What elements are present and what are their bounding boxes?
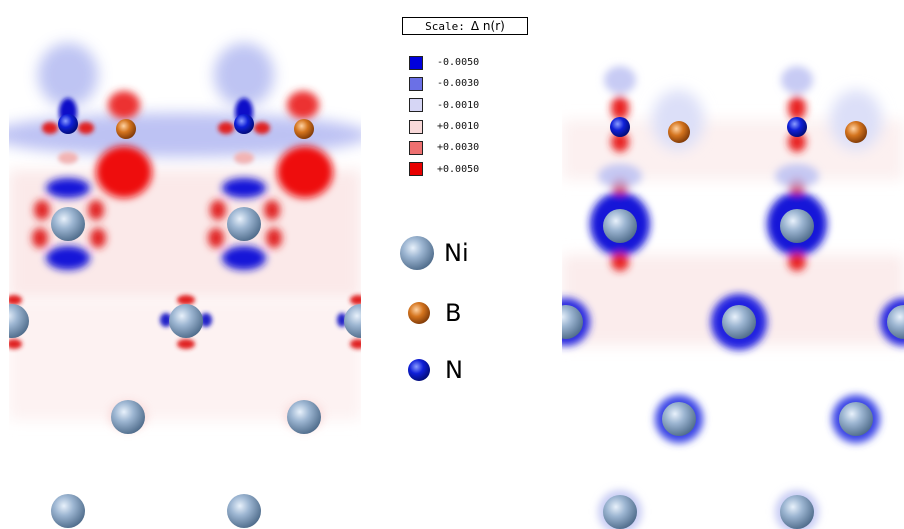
b-atom-icon <box>668 121 690 143</box>
legend-swatch <box>409 119 423 134</box>
legend-swatch <box>409 55 423 70</box>
legend-row: -0.0050 <box>409 52 479 73</box>
ni-atom-icon <box>51 207 85 241</box>
legend-swatch <box>409 140 423 155</box>
left-atoms <box>9 114 361 528</box>
ni-atom-icon <box>51 494 85 528</box>
left-density-panel <box>9 0 361 529</box>
legend-value: +0.0050 <box>437 163 480 175</box>
legend-value: +0.0010 <box>437 121 480 133</box>
ni-atom-icon <box>169 304 203 338</box>
n-atom-icon <box>234 114 254 134</box>
ni-atom-icon <box>887 305 904 339</box>
atom-key-ni: Ni <box>398 234 469 272</box>
ni-atom-icon <box>111 400 145 434</box>
ni-atom-icon <box>603 209 637 243</box>
legend-value: -0.0050 <box>437 57 480 69</box>
atom-label-ni: Ni <box>444 239 469 267</box>
legend-swatch <box>409 76 423 91</box>
b-atom-icon <box>294 119 314 139</box>
n-atom-icon <box>610 117 630 137</box>
ni-atom-icon <box>227 494 261 528</box>
color-legend: -0.0050 -0.0030 -0.0010 +0.0010 +0.0030 … <box>409 52 479 180</box>
b-atom-icon <box>845 121 867 143</box>
ni-atom-icon <box>287 400 321 434</box>
scale-label: Scale: <box>425 19 465 33</box>
legend-row: -0.0030 <box>409 73 479 94</box>
scale-title: Scale: Δ n(r) <box>402 17 528 35</box>
legend-value: -0.0030 <box>437 78 480 90</box>
b-atom-icon <box>116 119 136 139</box>
b-atom-icon <box>408 302 430 324</box>
atom-key-b: B <box>407 299 461 327</box>
ni-atom-icon <box>780 495 814 529</box>
ni-atom-icon <box>722 305 756 339</box>
atom-label-b: B <box>445 299 462 327</box>
legend-row: +0.0050 <box>409 158 479 179</box>
legend-row: -0.0010 <box>409 95 479 116</box>
ni-atom-icon <box>9 304 29 338</box>
legend-row: +0.0010 <box>409 116 479 137</box>
legend-row: +0.0030 <box>409 137 479 158</box>
ni-atom-icon <box>227 207 261 241</box>
ni-atom-icon <box>839 402 873 436</box>
right-density-panel <box>562 0 904 529</box>
legend-value: +0.0030 <box>437 142 480 154</box>
scale-symbol: Δ n(r) <box>470 18 505 33</box>
ni-atom-icon <box>400 236 434 270</box>
atom-label-n: N <box>445 356 463 384</box>
legend-swatch <box>409 162 423 177</box>
n-atom-icon <box>408 359 430 381</box>
ni-atom-icon <box>344 304 361 338</box>
n-atom-icon <box>58 114 78 134</box>
ni-atom-icon <box>662 402 696 436</box>
ni-atom-icon <box>562 305 583 339</box>
right-atoms <box>562 117 904 529</box>
ni-atom-icon <box>603 495 637 529</box>
ni-atom-icon <box>780 209 814 243</box>
atom-key-n: N <box>407 356 463 384</box>
legend-swatch <box>409 98 423 113</box>
legend-value: -0.0010 <box>437 99 480 111</box>
n-atom-icon <box>787 117 807 137</box>
